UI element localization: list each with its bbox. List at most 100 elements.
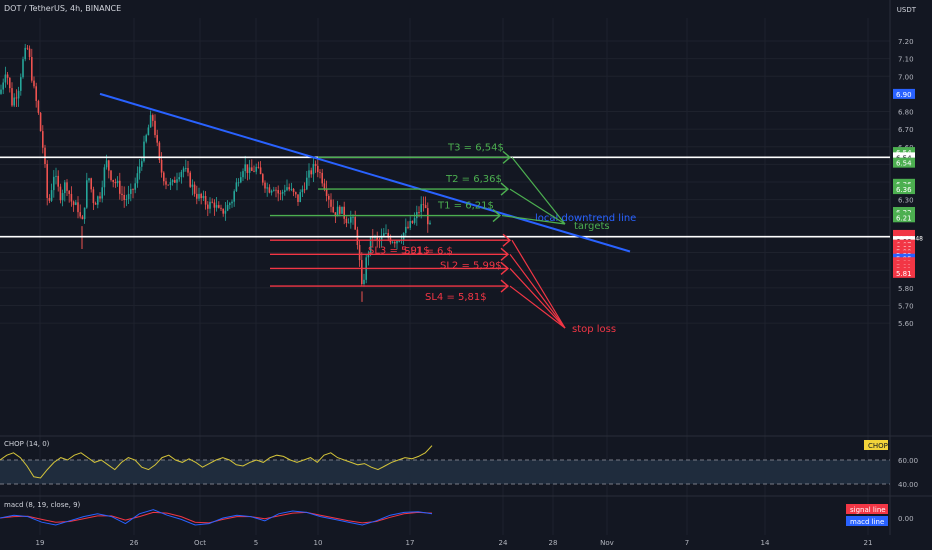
downtrend-line <box>99 92 631 253</box>
date-tick-label: 19 <box>36 539 45 547</box>
candle <box>28 48 31 58</box>
price-tick-label: 7.00 <box>898 73 914 81</box>
candle <box>224 210 227 214</box>
candle <box>277 190 279 194</box>
candle <box>145 135 147 142</box>
candle <box>328 195 330 200</box>
candle <box>246 164 249 173</box>
candle <box>31 57 33 81</box>
stop-loss-arrowhead <box>500 247 510 261</box>
candle <box>405 226 407 233</box>
target-connector <box>509 188 566 225</box>
candle <box>367 253 370 258</box>
candle <box>147 127 150 136</box>
candle <box>171 180 174 183</box>
date-tick-label: 24 <box>499 539 508 547</box>
candle <box>196 193 198 199</box>
candle <box>306 177 308 190</box>
candle <box>55 175 57 177</box>
price-axis-tag <box>893 267 915 278</box>
candle <box>50 190 53 201</box>
candle <box>396 241 398 244</box>
candle <box>231 201 233 204</box>
candle <box>176 179 178 183</box>
candle <box>108 160 110 171</box>
candle <box>332 206 334 213</box>
candle <box>295 192 297 195</box>
candle <box>299 192 301 202</box>
price-axis-tag <box>893 157 915 168</box>
candle <box>244 164 246 172</box>
target-arrowhead <box>502 150 512 164</box>
candle <box>422 204 425 206</box>
candle <box>286 187 288 191</box>
candle <box>191 184 194 187</box>
candle <box>92 189 95 204</box>
target-connector <box>501 214 566 225</box>
price-axis-tag-label: 6.54 <box>896 160 912 168</box>
candle <box>13 97 15 106</box>
candle <box>312 163 315 175</box>
candle <box>255 166 257 172</box>
candle <box>77 202 79 213</box>
signal-line-tag <box>846 504 888 514</box>
candle <box>391 241 394 243</box>
candle <box>339 206 341 214</box>
date-tick-label: 14 <box>761 539 770 547</box>
chop-tag-label: CHOP <box>868 442 888 450</box>
candle <box>130 189 132 194</box>
date-tick-label: 21 <box>864 539 873 547</box>
candle <box>132 189 134 190</box>
price-axis-tag-label: 6.36 <box>896 186 912 194</box>
candle <box>154 120 156 136</box>
candle <box>61 193 64 201</box>
candle <box>185 168 187 169</box>
chop-axis-label: 60.00 <box>898 457 918 465</box>
price-axis-tag-label: 5.81 <box>896 270 912 278</box>
stop-loss-arrowhead <box>502 233 512 247</box>
candle <box>325 189 328 196</box>
price-tick-label: 5.70 <box>898 302 914 310</box>
candle <box>398 240 400 242</box>
candle <box>174 180 176 183</box>
candle <box>336 206 339 217</box>
symbol-header[interactable]: DOT / TetherUS, 4h, BINANCE <box>4 4 122 13</box>
candle <box>156 135 158 143</box>
candle <box>64 182 66 194</box>
date-tick-label: Oct <box>194 539 206 547</box>
candle <box>257 166 260 168</box>
candle <box>152 115 154 121</box>
candle <box>319 172 321 173</box>
candle <box>79 212 81 217</box>
chop-indicator-label: CHOP (14, 0) <box>4 440 50 448</box>
candle <box>383 233 385 236</box>
candle <box>59 186 62 201</box>
candle <box>165 181 167 185</box>
candle <box>180 171 183 178</box>
candle <box>233 191 235 202</box>
candle <box>15 97 18 99</box>
candle <box>26 47 29 49</box>
candle <box>290 188 293 190</box>
candle <box>187 168 189 173</box>
candle <box>121 193 123 195</box>
candle <box>209 201 211 209</box>
candle <box>158 142 161 160</box>
candle <box>288 187 290 190</box>
candle <box>103 167 106 188</box>
candle <box>17 90 20 99</box>
stop-loss-arrowhead <box>500 261 510 275</box>
date-tick-label: Nov <box>600 539 614 547</box>
stop-loss-label: SL2 = 5,99$ <box>440 260 502 271</box>
stop-loss-connector <box>509 253 566 329</box>
candle <box>57 175 59 187</box>
candle <box>297 194 299 202</box>
currency-label[interactable]: USDT <box>896 6 916 14</box>
candle <box>222 208 224 214</box>
candle <box>420 204 422 213</box>
candle <box>310 170 312 175</box>
candle <box>53 176 55 191</box>
price-axis-tag <box>893 147 915 158</box>
candle <box>88 178 90 181</box>
